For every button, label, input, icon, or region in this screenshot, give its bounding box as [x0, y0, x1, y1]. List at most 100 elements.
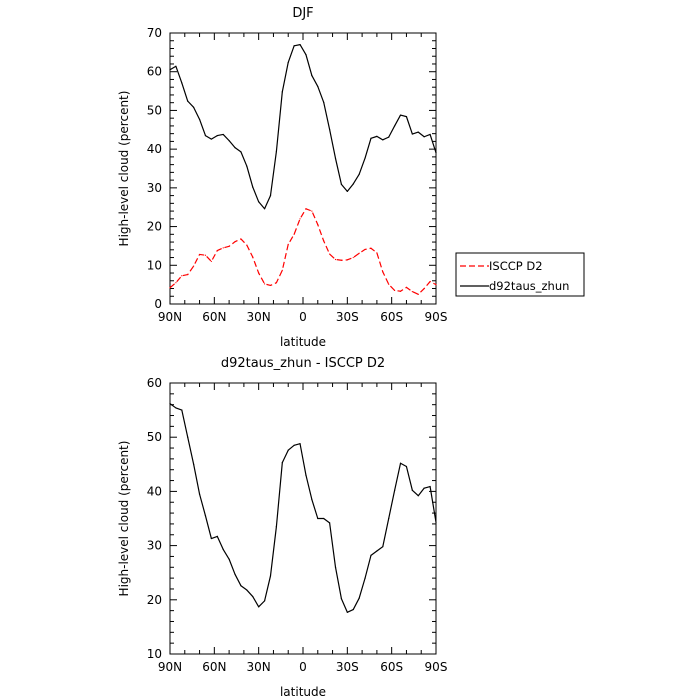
y-axis-label: High-level cloud (percent) — [117, 441, 131, 597]
data-point — [305, 54, 307, 56]
data-point — [364, 157, 366, 159]
data-point — [435, 152, 437, 154]
data-point — [317, 224, 319, 226]
data-point — [382, 271, 384, 273]
x-tick-label: 30N — [247, 310, 271, 324]
data-point — [329, 522, 331, 524]
x-tick-label: 60S — [380, 660, 403, 674]
data-point — [311, 210, 313, 212]
data-point — [240, 585, 242, 587]
data-point — [340, 598, 343, 600]
data-point — [429, 280, 431, 283]
data-point — [234, 241, 236, 243]
data-point — [287, 243, 289, 245]
data-point — [323, 101, 325, 103]
data-point — [405, 116, 408, 118]
data-point — [399, 114, 402, 116]
data-point — [258, 606, 260, 608]
x-tick-label: 0 — [299, 310, 307, 324]
y-tick-label: 30 — [147, 181, 162, 195]
data-point — [417, 293, 419, 295]
plot-frame — [169, 382, 437, 655]
data-point — [317, 517, 319, 520]
data-point — [376, 550, 378, 552]
data-point — [334, 258, 337, 261]
data-point — [222, 133, 224, 136]
data-point — [405, 286, 408, 288]
data-point — [228, 140, 230, 142]
data-point — [305, 474, 307, 476]
chart-title: DJF — [292, 6, 313, 21]
data-point — [388, 136, 390, 138]
data-point — [299, 44, 301, 46]
data-point — [222, 548, 224, 550]
data-point — [334, 157, 337, 160]
data-point — [311, 74, 313, 77]
x-tick-label: 0 — [299, 660, 307, 674]
data-point — [263, 208, 266, 210]
data-point — [417, 495, 419, 497]
y-tick-label: 40 — [147, 142, 162, 156]
y-tick-label: 30 — [147, 539, 162, 553]
data-point — [429, 485, 431, 488]
data-point — [210, 138, 212, 140]
x-tick-label: 90N — [158, 310, 182, 324]
data-point — [411, 489, 413, 491]
data-point — [275, 526, 277, 528]
data-point — [275, 150, 277, 153]
data-point — [181, 275, 183, 277]
data-point — [187, 273, 189, 276]
data-point — [352, 608, 354, 611]
data-point — [323, 517, 325, 520]
chart-panel-2: d92taus_zhun - ISCCP D2 90N 60N 30N 0 30S 60S 9… — [117, 356, 447, 699]
data-point — [364, 248, 366, 251]
data-point — [281, 462, 283, 464]
data-point — [435, 521, 437, 523]
data-point — [252, 186, 254, 188]
data-point — [429, 133, 431, 136]
data-point — [287, 449, 289, 451]
data-point — [293, 45, 295, 47]
data-point — [181, 409, 183, 411]
data-point — [222, 247, 224, 249]
data-point — [187, 436, 189, 438]
y-tick-label: 10 — [147, 647, 162, 661]
data-point — [252, 256, 254, 258]
x-tick-label: 90N — [158, 660, 182, 674]
data-point — [293, 444, 295, 446]
data-point — [175, 65, 177, 67]
series-line-1 — [169, 208, 437, 295]
x-axis-label: latitude — [280, 685, 326, 699]
data-point — [198, 493, 201, 495]
data-point — [346, 611, 348, 613]
data-point — [263, 600, 266, 602]
data-point — [405, 465, 408, 468]
legend-label: ISCCP D2 — [489, 259, 543, 273]
data-point — [364, 577, 366, 579]
data-point — [382, 139, 384, 141]
data-point — [281, 91, 283, 93]
y-tick-label: 70 — [147, 26, 162, 40]
data-point — [423, 487, 425, 489]
data-point — [169, 287, 171, 289]
legend-label: d92taus_zhun — [489, 279, 569, 293]
data-point — [358, 173, 360, 175]
x-tick-label: 90S — [425, 660, 448, 674]
data-point — [216, 134, 218, 137]
legend: ISCCP D2 d92taus_zhun — [455, 252, 585, 297]
series-line-1 — [169, 403, 437, 613]
data-point — [346, 259, 348, 261]
data-point — [399, 290, 402, 292]
x-tick-label: 90S — [425, 310, 448, 324]
data-point — [198, 118, 201, 120]
plot-frame — [169, 32, 437, 305]
data-point — [417, 131, 419, 133]
data-point — [210, 260, 212, 263]
y-tick-label: 20 — [147, 220, 162, 234]
data-point — [329, 253, 331, 255]
x-tick-label: 60N — [202, 310, 226, 324]
data-point — [382, 546, 384, 548]
data-point — [435, 284, 437, 286]
data-point — [388, 517, 390, 520]
